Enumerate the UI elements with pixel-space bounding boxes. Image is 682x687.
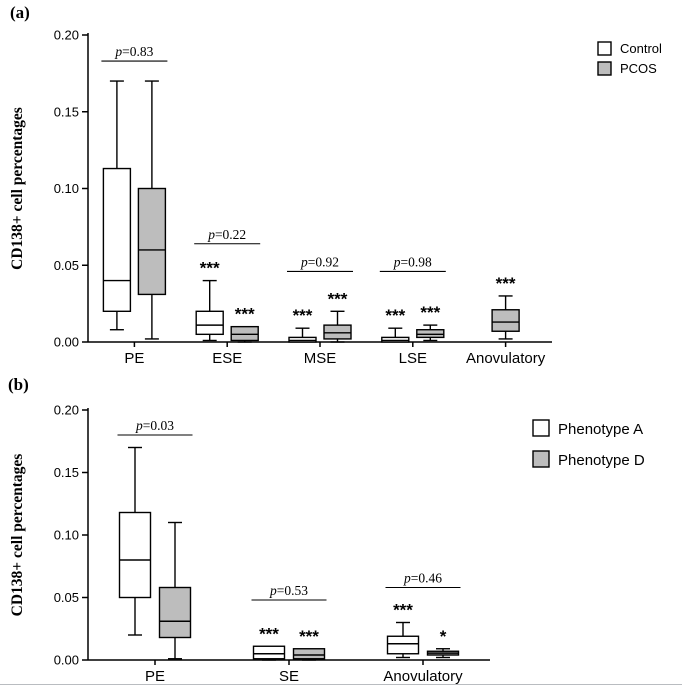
- box-PCOS-Anovulatory: [491, 295, 520, 340]
- panel-a-label: (a): [10, 3, 30, 22]
- legend-label: PCOS: [620, 61, 657, 76]
- x-category-label: ESE: [212, 350, 242, 367]
- x-category-label: SE: [279, 668, 299, 685]
- y-tick-label: 0.05: [54, 590, 79, 605]
- significance-stars: ***: [299, 627, 319, 646]
- box-PCOS-LSE: [416, 324, 445, 342]
- legend-swatch-Phenotype-D: [532, 450, 550, 468]
- box-Control-PE: [102, 80, 132, 331]
- box-PCOS-MSE: [323, 310, 352, 343]
- significance-stars: ***: [293, 306, 313, 325]
- x-category-label: PE: [124, 350, 144, 367]
- box-Phenotype-A-SE: [252, 645, 286, 661]
- significance-stars: ***: [328, 289, 348, 308]
- p-value: p=0.22: [207, 227, 246, 242]
- x-category-label: LSE: [399, 350, 427, 367]
- box-Control-MSE: [288, 327, 317, 343]
- y-tick-label: 0.15: [54, 465, 79, 480]
- legend-label: Control: [620, 41, 662, 56]
- p-value: p=0.98: [393, 254, 432, 269]
- p-value: p=0.92: [300, 254, 339, 269]
- box-Phenotype-A-PE: [118, 446, 152, 636]
- significance-stars: *: [440, 627, 447, 646]
- p-value: p=0.83: [114, 44, 153, 59]
- significance-stars: ***: [420, 303, 440, 322]
- significance-stars: ***: [235, 305, 255, 324]
- x-category-label: Anovulatory: [466, 350, 546, 367]
- box-PCOS-PE: [137, 80, 167, 340]
- box-Phenotype-A-Anovulatory: [386, 621, 420, 659]
- panel-a-boxplot: 0.00 0.05 0.10 0.15 0.20 CD138+ cell percenta…: [9, 28, 662, 368]
- significance-stars: ***: [200, 259, 220, 278]
- p-value: p=0.53: [269, 583, 308, 598]
- figure-border-bottom: [0, 684, 682, 685]
- y-axis-title: CD138+ cell percentages: [9, 454, 26, 617]
- y-tick-label: 0.20: [54, 28, 79, 43]
- legend-swatch-PCOS: [597, 61, 612, 76]
- box-PCOS-ESE: [230, 325, 259, 343]
- significance-stars: ***: [393, 601, 413, 620]
- p-value: p=0.46: [403, 571, 442, 586]
- significance-stars: ***: [259, 624, 279, 643]
- x-category-label: PE: [145, 668, 165, 685]
- y-tick-label: 0.10: [54, 528, 79, 543]
- significance-stars: ***: [496, 274, 516, 293]
- y-axis-title: CD138+ cell percentages: [9, 107, 26, 270]
- box-Phenotype-D-SE: [292, 648, 326, 661]
- legend-label: Phenotype A: [558, 421, 643, 438]
- x-category-label: MSE: [304, 350, 337, 367]
- box-Phenotype-D-PE: [158, 521, 192, 660]
- y-tick-label: 0.15: [54, 104, 79, 119]
- panel-b-boxplot: 0.00 0.05 0.10 0.15 0.20 CD138+ cell percenta…: [9, 403, 645, 686]
- significance-stars: ***: [385, 306, 405, 325]
- p-value: p=0.03: [135, 418, 174, 433]
- box-Control-ESE: [195, 279, 224, 342]
- box-Control-LSE: [381, 327, 410, 343]
- y-tick-label: 0.20: [54, 403, 79, 418]
- box-Phenotype-D-Anovulatory: [426, 648, 460, 659]
- legend-label: Phenotype D: [558, 452, 645, 469]
- y-tick-label: 0.10: [54, 181, 79, 196]
- panel-b-label: (b): [8, 375, 29, 394]
- y-tick-label: 0.05: [54, 258, 79, 273]
- legend-swatch-Phenotype-A: [532, 419, 550, 437]
- y-tick-label: 0.00: [54, 653, 79, 668]
- y-tick-label: 0.00: [54, 335, 79, 350]
- legend-swatch-Control: [597, 41, 612, 56]
- x-category-label: Anovulatory: [383, 668, 463, 685]
